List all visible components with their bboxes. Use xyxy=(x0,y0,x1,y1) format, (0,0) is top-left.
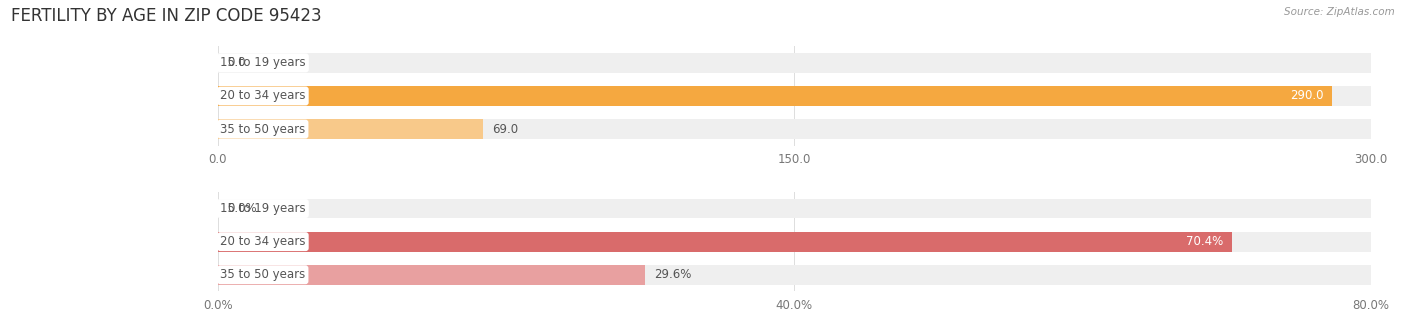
Text: 0.0: 0.0 xyxy=(228,56,246,70)
Bar xyxy=(218,53,1371,73)
Text: 15 to 19 years: 15 to 19 years xyxy=(221,202,307,215)
Bar xyxy=(218,119,484,139)
Text: 70.4%: 70.4% xyxy=(1187,235,1223,248)
Text: 0.0%: 0.0% xyxy=(228,202,257,215)
Text: 35 to 50 years: 35 to 50 years xyxy=(221,122,305,136)
Bar xyxy=(218,265,644,285)
Text: 29.6%: 29.6% xyxy=(654,268,692,281)
Bar xyxy=(218,232,1371,252)
Bar xyxy=(218,86,1333,106)
Bar xyxy=(218,199,1371,218)
Text: 35 to 50 years: 35 to 50 years xyxy=(221,268,305,281)
Bar xyxy=(218,86,1371,106)
Bar xyxy=(218,119,1371,139)
Text: 15 to 19 years: 15 to 19 years xyxy=(221,56,307,70)
Text: Source: ZipAtlas.com: Source: ZipAtlas.com xyxy=(1284,7,1395,17)
Text: FERTILITY BY AGE IN ZIP CODE 95423: FERTILITY BY AGE IN ZIP CODE 95423 xyxy=(11,7,322,24)
Text: 20 to 34 years: 20 to 34 years xyxy=(221,89,305,103)
Bar xyxy=(218,232,1233,252)
Text: 20 to 34 years: 20 to 34 years xyxy=(221,235,305,248)
Text: 69.0: 69.0 xyxy=(492,122,519,136)
Text: 290.0: 290.0 xyxy=(1289,89,1323,103)
Bar xyxy=(218,265,1371,285)
